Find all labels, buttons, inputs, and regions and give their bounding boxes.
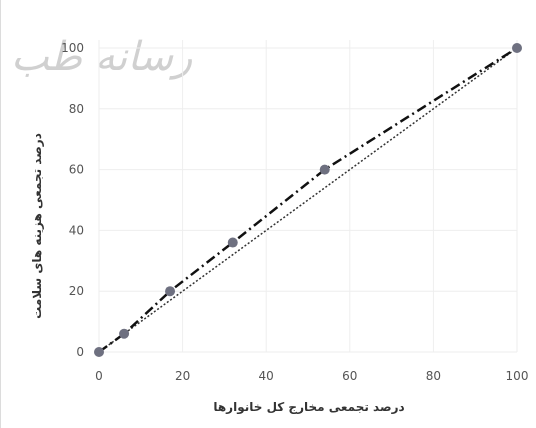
y-axis-ticks: 0 20 40 60 80 100 xyxy=(61,41,84,359)
x-tick-label: 100 xyxy=(506,369,529,383)
series-lines xyxy=(98,46,518,354)
y-tick-label: 40 xyxy=(69,223,84,237)
data-point xyxy=(94,347,104,357)
data-point xyxy=(119,328,130,339)
x-axis-ticks: 0 20 40 60 80 100 xyxy=(95,369,528,383)
data-points xyxy=(94,43,522,357)
data-point xyxy=(512,43,522,53)
data-point xyxy=(319,164,330,175)
y-axis-title: درصد تجمعی هزینه های سلامت xyxy=(30,133,44,319)
x-tick-label: 40 xyxy=(259,369,274,383)
x-tick-label: 60 xyxy=(342,369,357,383)
y-tick-label: 100 xyxy=(61,41,84,55)
y-tick-label: 20 xyxy=(69,284,84,298)
x-tick-label: 20 xyxy=(175,369,190,383)
watermark-text: رسانه طب xyxy=(11,34,193,80)
y-tick-label: 60 xyxy=(69,163,84,177)
data-point xyxy=(227,237,238,248)
x-tick-label: 80 xyxy=(426,369,441,383)
concentration-curve xyxy=(98,46,518,354)
y-tick-label: 80 xyxy=(69,102,84,116)
equality-line xyxy=(98,47,518,353)
y-tick-label: 0 xyxy=(76,345,84,359)
x-tick-label: 0 xyxy=(95,369,103,383)
x-axis-title: درصد تجمعی مخارج کل خانوارها xyxy=(213,400,404,415)
data-point xyxy=(165,286,176,297)
grid xyxy=(98,40,518,353)
